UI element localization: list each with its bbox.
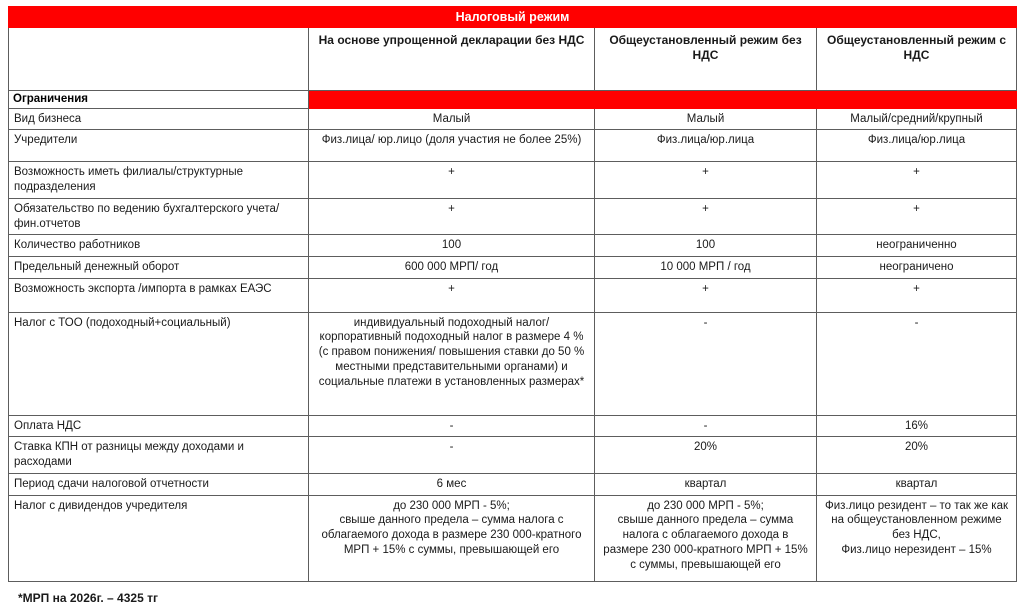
row-value: + (308, 197, 595, 236)
column-header-blank (8, 27, 309, 91)
row-value: + (816, 277, 1017, 313)
row-label: Учредители (8, 129, 309, 163)
table-row: Возможность иметь филиалы/структурные по… (8, 161, 1017, 199)
row-value: квартал (594, 472, 817, 496)
row-value: + (816, 197, 1017, 236)
row-label: Ставка КПН от разницы между доходами и р… (8, 436, 309, 474)
row-value: Малый/средний/крупный (816, 107, 1017, 131)
row-value: до 230 000 МРП - 5%; свыше данного предел… (308, 494, 595, 582)
row-value: + (594, 197, 817, 236)
row-value: + (308, 277, 595, 313)
section-fill-2 (594, 90, 817, 109)
row-value: 6 мес (308, 472, 595, 496)
row-value: 100 (594, 234, 817, 258)
row-value: Физ.лица/ юр.лицо (доля участия не более… (308, 129, 595, 163)
column-header-1: На основе упрощенной декларации без НДС (308, 27, 595, 91)
row-label: Количество работников (8, 234, 309, 258)
column-header-row: На основе упрощенной декларации без НДС … (8, 27, 1017, 91)
column-header-3: Общеустановленный режим с НДС (816, 27, 1017, 91)
row-value: 600 000 МРП/ год (308, 256, 595, 279)
row-value: - (308, 414, 595, 438)
table-row: Возможность экспорта /импорта в рамках Е… (8, 277, 1017, 313)
section-row-ogranicheniya: Ограничения (8, 90, 1017, 109)
row-value: Малый (308, 107, 595, 131)
table-row: Обязательство по ведению бухгалтерского … (8, 197, 1017, 236)
row-value: Физ.лицо резидент – то так же как на общ… (816, 494, 1017, 582)
banner-title: Налоговый режим (8, 6, 1017, 28)
row-value: Физ.лица/юр.лица (594, 129, 817, 163)
row-value: 16% (816, 414, 1017, 438)
tax-regime-comparison-table: Налоговый режим На основе упрощенной дек… (8, 6, 1017, 582)
section-fill-3 (816, 90, 1017, 109)
row-value: 20% (594, 436, 817, 474)
row-value: до 230 000 МРП - 5%; свыше данного предел… (594, 494, 817, 582)
row-value: неограниченно (816, 234, 1017, 258)
row-value: 100 (308, 234, 595, 258)
table-row: Налог с ТОО (подоходный+социальный) индив… (8, 311, 1017, 416)
footnote: *МРП на 2026г. – 4325 тг (18, 590, 158, 605)
table-row: Предельный денежный оборот 600 000 МРП/ г… (8, 256, 1017, 279)
row-value: индивидуальный подоходный налог/ корпора… (308, 311, 595, 416)
table-body: Налоговый режим На основе упрощенной дек… (8, 6, 1017, 582)
row-value: + (594, 161, 817, 199)
row-label: Возможность иметь филиалы/структурные по… (8, 161, 309, 199)
table-banner-row: Налоговый режим (8, 6, 1017, 28)
row-value: + (816, 161, 1017, 199)
row-value: Физ.лица/юр.лица (816, 129, 1017, 163)
table-row: Оплата НДС - -16% (8, 414, 1017, 438)
row-value: + (594, 277, 817, 313)
table-row: Ставка КПН от разницы между доходами и р… (8, 436, 1017, 474)
row-value: - (594, 311, 817, 416)
row-value: квартал (816, 472, 1017, 496)
row-value: - (308, 436, 595, 474)
row-value: - (594, 414, 817, 438)
row-value: Малый (594, 107, 817, 131)
row-label: Возможность экспорта /импорта в рамках Е… (8, 277, 309, 313)
row-label: Налог с дивидендов учредителя (8, 494, 309, 582)
row-label: Обязательство по ведению бухгалтерского … (8, 197, 309, 236)
row-value: + (308, 161, 595, 199)
row-value: 10 000 МРП / год (594, 256, 817, 279)
table-row: Учредители Физ.лица/ юр.лицо (доля участи… (8, 129, 1017, 163)
row-label: Предельный денежный оборот (8, 256, 309, 279)
row-value: неограничено (816, 256, 1017, 279)
column-header-2: Общеустановленный режим без НДС (594, 27, 817, 91)
row-label: Налог с ТОО (подоходный+социальный) (8, 311, 309, 416)
row-value: - (816, 311, 1017, 416)
table-row: Период сдачи налоговой отчетности 6 мес кв… (8, 472, 1017, 496)
row-value: 20% (816, 436, 1017, 474)
table-row: Налог с дивидендов учредителя до 230 000 … (8, 494, 1017, 582)
table-row: Количество работников 100 100 неограниченно (8, 234, 1017, 258)
row-label: Вид бизнеса (8, 107, 309, 131)
section-fill-1 (308, 90, 595, 109)
row-label: Период сдачи налоговой отчетности (8, 472, 309, 496)
table-row: Вид бизнеса Малый Малый Малый/средний/крупн… (8, 107, 1017, 131)
section-label: Ограничения (8, 90, 309, 109)
row-label: Оплата НДС (8, 414, 309, 438)
